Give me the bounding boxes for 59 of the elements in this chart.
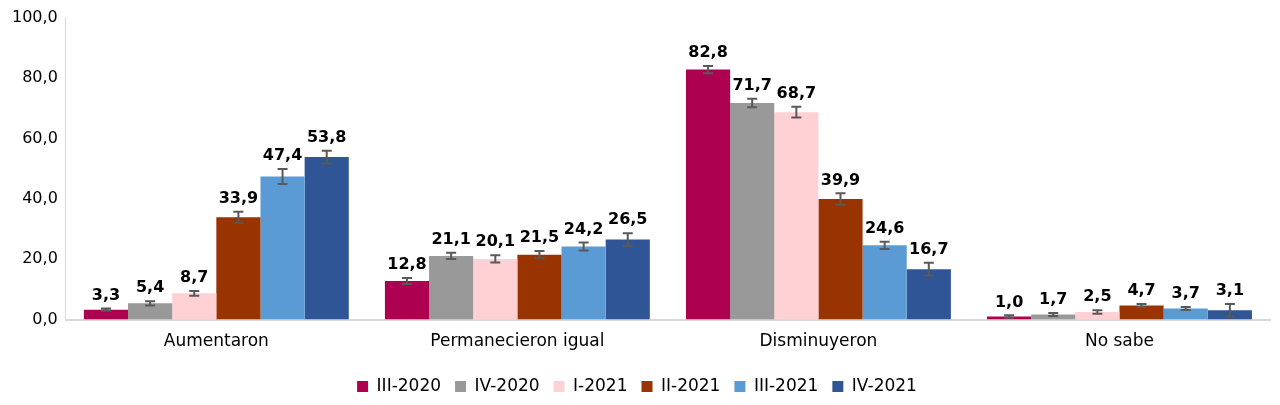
data-label: 1,7 (1039, 289, 1068, 309)
bar (730, 103, 775, 320)
data-label: 1,0 (994, 291, 1024, 311)
data-label: 53,8 (306, 126, 347, 146)
bar (774, 112, 819, 320)
legend-label: III-2021 (753, 374, 819, 395)
bar (1119, 305, 1164, 320)
data-label: 24,6 (864, 217, 905, 237)
data-label: 21,5 (519, 227, 560, 247)
data-label: 3,7 (1171, 283, 1200, 303)
data-label: 21,1 (431, 229, 471, 249)
data-label: 24,2 (563, 218, 604, 238)
bar (1163, 308, 1208, 320)
bar (304, 157, 349, 320)
legend-label: IV-2020 (474, 374, 540, 395)
data-label: 8,7 (180, 267, 209, 287)
bar (605, 239, 650, 320)
bar (862, 245, 907, 320)
data-label: 3,1 (1215, 280, 1245, 300)
data-label: 12,8 (387, 254, 427, 274)
data-label: 4,7 (1127, 280, 1156, 300)
legend-label: IV-2021 (851, 374, 917, 395)
legend-label: I-2021 (573, 374, 628, 395)
bar (473, 258, 518, 320)
y-tick-label: 60,0 (22, 127, 58, 147)
bar (429, 255, 474, 320)
bar (172, 293, 217, 320)
legend-label: II-2021 (660, 374, 721, 395)
data-label: 3,3 (91, 284, 121, 304)
bar (384, 280, 430, 320)
data-label: 26,5 (608, 209, 648, 229)
data-label: 2,5 (1083, 286, 1112, 306)
data-label: 82,8 (688, 42, 728, 62)
data-label: 68,7 (776, 82, 817, 102)
bar (128, 303, 173, 320)
data-label: 5,4 (135, 277, 165, 297)
bar (216, 217, 261, 320)
y-tick-label: 20,0 (22, 248, 58, 268)
data-label: 39,9 (820, 169, 861, 189)
x-tick-label: Aumentaron (163, 330, 269, 351)
data-label: 71,7 (732, 74, 772, 94)
y-tick-label: 80,0 (22, 67, 58, 87)
data-label: 47,4 (262, 145, 303, 165)
data-label: 20,1 (475, 231, 516, 251)
bar (561, 246, 606, 320)
y-tick-label: 100,0 (11, 6, 58, 26)
y-tick-label: 0,0 (32, 308, 58, 328)
x-tick-label: No sabe (1084, 330, 1154, 351)
data-label: 33,9 (218, 187, 259, 207)
y-tick-label: 40,0 (22, 187, 58, 207)
bar (906, 269, 951, 320)
data-label: 16,7 (909, 238, 949, 258)
x-tick-label: Permanecieron igual (430, 330, 605, 351)
bar (818, 199, 863, 320)
bar (517, 254, 562, 320)
bar (685, 69, 731, 320)
x-tick-label: Disminuyeron (759, 330, 878, 351)
bar (260, 176, 305, 320)
legend-label: III-2020 (376, 374, 442, 395)
